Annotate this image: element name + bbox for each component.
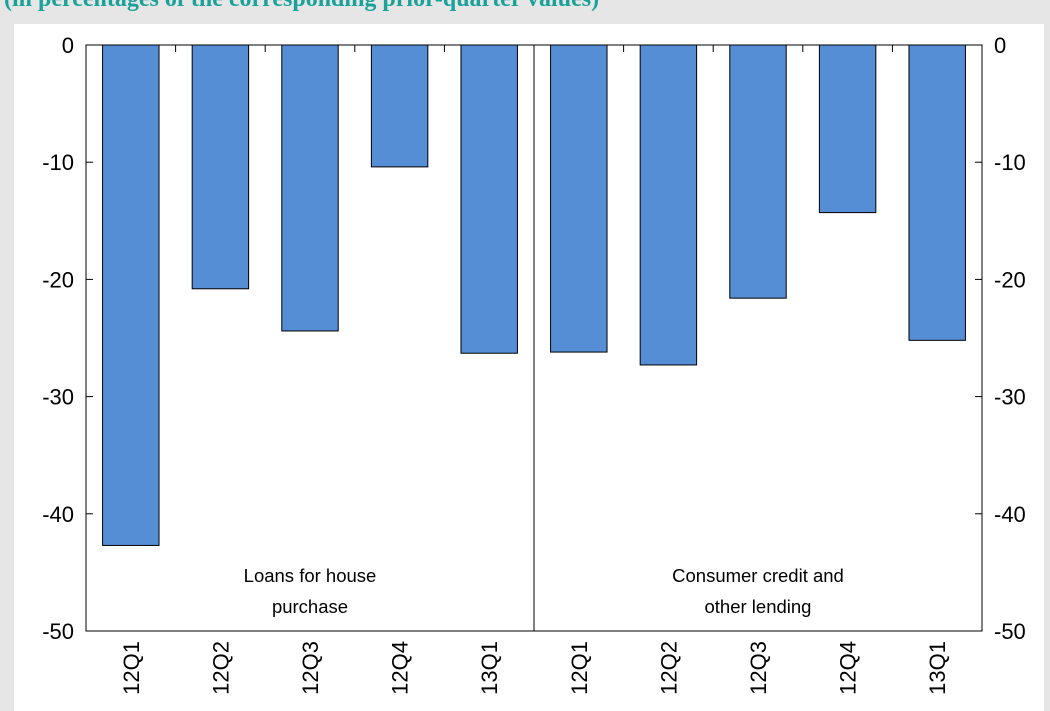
x-tick-label: 12Q1 — [567, 641, 592, 695]
bar-12q4-group2 — [818, 44, 877, 214]
chart-subtitle-strip: (in percentages of the corresponding pri… — [0, 0, 1050, 24]
y-tick-label-right: -30 — [994, 385, 1026, 410]
y-tick-label-right: 0 — [994, 33, 1006, 58]
bar-12q3-group1 — [281, 44, 339, 332]
group-label: purchase — [272, 596, 348, 617]
y-tick-label-left: -20 — [42, 267, 74, 292]
bar-12q1-group1 — [102, 44, 160, 546]
bar-12q2-group1 — [191, 44, 250, 290]
y-tick-label-right: -20 — [994, 267, 1026, 292]
bar-12q1-group2 — [550, 44, 608, 353]
y-tick-label-left: -40 — [42, 502, 74, 527]
bar-13q1-group1 — [460, 44, 518, 354]
x-tick-label: 12Q4 — [388, 641, 413, 695]
x-tick-label: 12Q2 — [208, 641, 233, 695]
chart-panel: 0 0 -10 -10 -20 -20 -30 -30 -40 -40 -50 -50 12Q1 12Q2… — [14, 24, 1044, 711]
y-tick-label-left: -30 — [42, 385, 74, 410]
x-tick-label: 12Q3 — [298, 641, 323, 695]
x-tick-label: 12Q4 — [836, 641, 861, 695]
y-tick-label-right: -40 — [994, 502, 1026, 527]
y-tick-label-right: -10 — [994, 150, 1026, 175]
y-tick-label-left: -50 — [42, 619, 74, 644]
group-label: other lending — [705, 596, 812, 617]
bar-13q1-group2 — [908, 44, 966, 341]
x-tick-label: 12Q2 — [656, 641, 681, 695]
y-tick-label-left: -10 — [42, 150, 74, 175]
x-tick-label: 13Q1 — [477, 641, 502, 695]
bar-12q2-group2 — [639, 44, 698, 366]
x-tick-label: 12Q1 — [119, 641, 144, 695]
chart-subtitle: (in percentages of the corresponding pri… — [4, 0, 599, 13]
bar-12q3-group2 — [729, 44, 787, 299]
y-tick-label-right: -50 — [994, 619, 1026, 644]
x-tick-label: 13Q1 — [925, 641, 950, 695]
bar-12q4-group1 — [370, 44, 429, 168]
group-label: Loans for house — [244, 565, 377, 586]
group-label: Consumer credit and — [672, 565, 844, 586]
bar-chart: 0 0 -10 -10 -20 -20 -30 -30 -40 -40 -50 -50 12Q1 12Q2… — [42, 33, 1026, 695]
x-tick-label: 12Q3 — [746, 641, 771, 695]
y-tick-label-left: 0 — [62, 33, 74, 58]
